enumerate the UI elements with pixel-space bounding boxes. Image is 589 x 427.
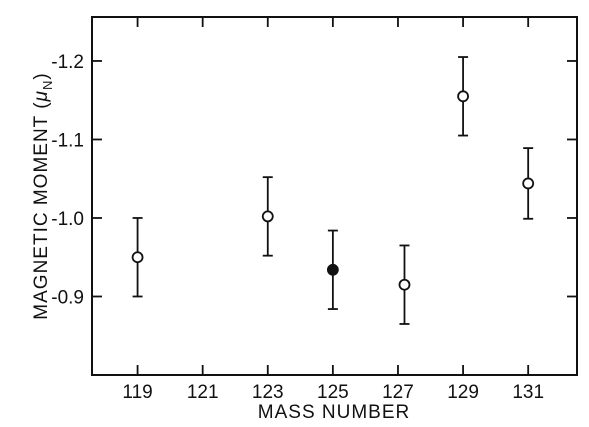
data-point-open	[261, 210, 274, 223]
data-point-open	[131, 251, 144, 264]
y-tick-label: -1.2	[51, 52, 84, 73]
data-point-open	[457, 90, 469, 103]
data-point-group	[457, 56, 469, 137]
y-axis-ticks: -0.9 -1.0 -1.1 -1.2	[51, 52, 577, 308]
x-axis-label: MASS NUMBER	[258, 402, 410, 423]
y-axis-label-mu: μ	[31, 90, 52, 102]
data-point-group	[522, 147, 535, 220]
x-tick-label: 129	[447, 382, 479, 403]
data-point-open	[522, 177, 535, 190]
data-point-open	[398, 278, 411, 291]
y-axis-label: MAGNETIC MOMENT (μN)	[31, 72, 55, 319]
data-points	[131, 56, 535, 325]
x-tick-label: 125	[317, 382, 349, 403]
data-point-group	[261, 176, 274, 257]
plot-frame	[91, 16, 578, 376]
data-point-group	[398, 244, 411, 325]
y-axis-label-main: MAGNETIC MOMENT (	[31, 101, 52, 319]
y-tick-label: -1.0	[51, 209, 84, 230]
y-axis-label-close: )	[31, 72, 52, 79]
y-tick-label: -1.1	[51, 130, 84, 151]
data-point-group	[131, 217, 144, 298]
x-tick-label: 127	[382, 382, 414, 403]
x-tick-label: 131	[512, 382, 544, 403]
x-axis-ticks: 119 121 123 125 127 129 131	[122, 17, 544, 403]
y-tick-label: -0.9	[51, 287, 84, 308]
y-axis-label-sub: N	[40, 80, 55, 90]
x-tick-label: 121	[187, 382, 219, 403]
x-tick-label: 119	[122, 382, 152, 403]
x-tick-label: 123	[252, 382, 284, 403]
data-point-filled	[326, 263, 339, 276]
data-point-group	[326, 229, 339, 310]
